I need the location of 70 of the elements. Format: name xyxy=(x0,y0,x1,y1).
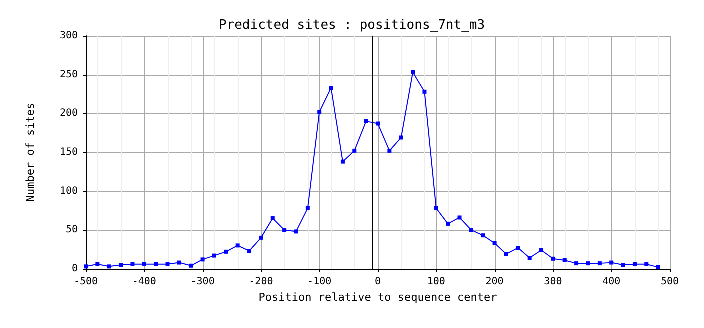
point xyxy=(352,148,357,153)
y-tick-label: 150 xyxy=(60,147,78,158)
point xyxy=(340,160,345,164)
point xyxy=(189,264,194,268)
y-tick-label: 300 xyxy=(60,30,78,42)
point xyxy=(446,222,450,226)
point xyxy=(306,206,310,210)
point xyxy=(166,262,170,266)
point xyxy=(656,265,660,270)
point xyxy=(469,228,474,232)
point xyxy=(422,90,427,94)
x-tick-label: -500 xyxy=(74,276,98,288)
point xyxy=(154,262,158,266)
point xyxy=(130,262,135,266)
point xyxy=(212,254,216,258)
point xyxy=(610,260,614,265)
point xyxy=(224,250,228,254)
point xyxy=(236,244,240,248)
point xyxy=(318,110,322,114)
point xyxy=(411,70,416,75)
point xyxy=(621,263,626,268)
point xyxy=(282,228,287,232)
y-tick-label: 0 xyxy=(72,264,78,274)
point xyxy=(364,119,368,124)
y-tick-label: 100 xyxy=(60,186,78,197)
x-tick-label: 500 xyxy=(660,276,680,288)
point xyxy=(248,249,252,254)
point xyxy=(644,262,649,266)
x-tick-label: 0 xyxy=(374,276,382,288)
x-tick-label: 200 xyxy=(486,276,504,288)
point xyxy=(516,246,520,250)
y-tick-label: 250 xyxy=(60,69,78,80)
point xyxy=(492,241,497,246)
point xyxy=(107,264,112,269)
x-tick-label: 400 xyxy=(602,276,621,288)
x-tick-label: -200 xyxy=(249,276,274,288)
y-axis-title: Number of sites xyxy=(24,102,37,202)
point xyxy=(632,262,637,266)
x-tick-label: -300 xyxy=(190,276,215,288)
point xyxy=(598,262,602,266)
y-tick-label: 200 xyxy=(60,108,78,120)
point xyxy=(434,206,438,210)
point xyxy=(504,252,508,256)
x-tick-label: 300 xyxy=(544,276,562,288)
point xyxy=(96,262,100,266)
point xyxy=(177,260,182,265)
point xyxy=(540,248,544,252)
point xyxy=(142,262,146,266)
x-tick-label: -100 xyxy=(308,276,332,288)
x-axis-title: Position relative to sequence center xyxy=(258,290,498,304)
point xyxy=(388,148,392,153)
point xyxy=(119,263,124,268)
point xyxy=(528,256,532,260)
point xyxy=(458,216,462,220)
x-tick-label: 100 xyxy=(427,276,446,288)
point xyxy=(562,258,567,262)
chart-title: Predicted sites : positions_7nt_m3 xyxy=(218,18,486,33)
point xyxy=(399,136,404,140)
point xyxy=(551,256,556,261)
y-tick-label: 50 xyxy=(66,224,78,236)
x-tick-label: -400 xyxy=(132,276,156,288)
point xyxy=(574,262,579,266)
point xyxy=(481,234,486,238)
point xyxy=(376,122,380,126)
point xyxy=(586,262,590,266)
point xyxy=(329,86,334,90)
point xyxy=(270,216,275,221)
point xyxy=(259,236,264,240)
point xyxy=(294,230,298,234)
point xyxy=(200,258,205,262)
